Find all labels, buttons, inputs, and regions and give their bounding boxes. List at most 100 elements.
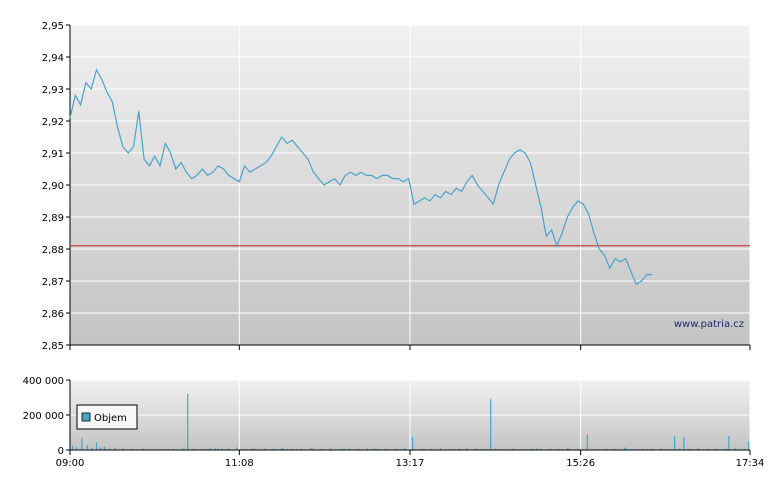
volume-bar — [577, 448, 579, 450]
volume-bar — [172, 448, 174, 450]
price-y-axis: 2,85 2,86 2,87 2,88 2,89 2,90 2,91 2,92 2,93 2,94… — [42, 21, 71, 352]
volume-bar — [245, 448, 247, 450]
volume-bar — [512, 448, 514, 451]
volume-bar — [201, 448, 203, 450]
volume-bar — [531, 448, 533, 450]
volume-bar — [503, 448, 505, 450]
x-tick-label: 15:26 — [566, 458, 595, 469]
volume-bar — [343, 448, 345, 451]
volume-bar — [688, 448, 690, 450]
volume-bar — [475, 448, 477, 450]
legend: Objem — [76, 404, 138, 430]
volume-bar — [311, 448, 313, 451]
price-y-tick-label: 2,87 — [42, 277, 64, 288]
volume-bar — [595, 448, 598, 450]
x-tick-label: 11:08 — [225, 458, 254, 469]
volume-bar — [91, 447, 94, 450]
volume-bar — [310, 448, 312, 451]
volume-x-axis-labels: 09:00 11:08 13:17 15:26 17:34 — [56, 450, 764, 469]
volume-bar — [458, 448, 460, 450]
volume-y-tick-label: 200 000 — [23, 411, 64, 422]
volume-bar — [228, 448, 230, 450]
volume-bar — [697, 448, 699, 451]
price-y-tick-label: 2,89 — [42, 213, 64, 224]
price-panel: 2,85 2,86 2,87 2,88 2,89 2,90 2,91 2,92 2,93 2,94… — [42, 21, 751, 352]
price-y-tick-label: 2,88 — [42, 245, 64, 256]
x-tick-label: 13:17 — [396, 458, 425, 469]
price-y-tick-label: 2,92 — [42, 117, 64, 128]
volume-bar — [466, 448, 468, 451]
volume-bar — [263, 448, 266, 450]
volume-bar — [122, 448, 124, 451]
volume-bar — [536, 448, 538, 451]
volume-bar — [744, 448, 746, 450]
volume-bar — [421, 448, 423, 450]
volume-bar — [214, 448, 217, 450]
price-y-tick-label: 2,95 — [42, 21, 64, 32]
volume-bar — [109, 448, 111, 450]
volume-bar — [484, 448, 486, 450]
volume-bar — [373, 448, 375, 451]
volume-bar — [254, 448, 256, 450]
volume-bar — [521, 448, 524, 450]
volume-bar — [413, 448, 415, 450]
volume-bar — [549, 448, 551, 450]
volume-bar — [394, 448, 396, 450]
volume-bar — [282, 448, 284, 450]
legend-label: Objem — [94, 413, 127, 424]
volume-bar — [86, 444, 88, 451]
price-grid — [69, 24, 751, 346]
volume-bar — [716, 448, 718, 450]
volume-bar — [558, 448, 561, 450]
price-y-tick-label: 2,86 — [42, 309, 64, 320]
price-y-tick-label: 2,93 — [42, 85, 64, 96]
volume-bar — [103, 446, 105, 450]
volume-bar — [76, 446, 78, 450]
volume-y-tick-label: 0 — [58, 446, 64, 457]
volume-bar — [320, 448, 322, 450]
volume-bar — [439, 448, 441, 450]
volume-bar — [151, 448, 153, 450]
volume-bar — [566, 448, 568, 451]
volume-bar — [330, 447, 332, 450]
volume-bar — [674, 436, 676, 450]
volume-bar — [273, 448, 275, 450]
volume-bar — [707, 448, 709, 450]
volume-bar — [221, 448, 223, 450]
volume-bar — [95, 442, 98, 450]
volume-bar — [217, 448, 219, 451]
volume-bar — [114, 447, 116, 450]
watermark: www.patria.cz — [674, 319, 744, 330]
price-y-tick-label: 2,91 — [42, 149, 64, 160]
volume-bar — [642, 448, 644, 450]
price-y-tick-label: 2,85 — [42, 341, 64, 352]
volume-bar — [670, 448, 672, 450]
volume-bar — [72, 445, 74, 450]
volume-bar — [236, 447, 238, 450]
volume-bar — [614, 448, 616, 450]
volume-y-axis: 0 200 000 400 000 — [23, 376, 71, 457]
volume-bar — [142, 448, 144, 450]
volume-bar — [192, 448, 194, 450]
x-tick-label: 09:00 — [56, 458, 85, 469]
volume-bar — [625, 447, 627, 450]
volume-bar — [404, 448, 406, 451]
volume-bar — [679, 448, 681, 450]
volume-bar — [348, 448, 350, 450]
price-x-tickmarks — [69, 345, 751, 350]
volume-bar — [430, 448, 432, 450]
volume-bar — [623, 448, 625, 450]
volume-bar — [633, 448, 635, 450]
volume-bar — [449, 448, 451, 450]
volume-bar — [586, 434, 588, 451]
volume-bar — [367, 448, 369, 450]
volume-bar — [291, 448, 293, 450]
volume-bars — [72, 394, 750, 451]
volume-bar — [494, 448, 496, 450]
volume-bar — [209, 447, 211, 450]
volume-bar — [568, 448, 570, 450]
price-y-tick-label: 2,90 — [42, 181, 64, 192]
volume-bar — [187, 394, 189, 450]
volume-bar — [748, 441, 750, 451]
